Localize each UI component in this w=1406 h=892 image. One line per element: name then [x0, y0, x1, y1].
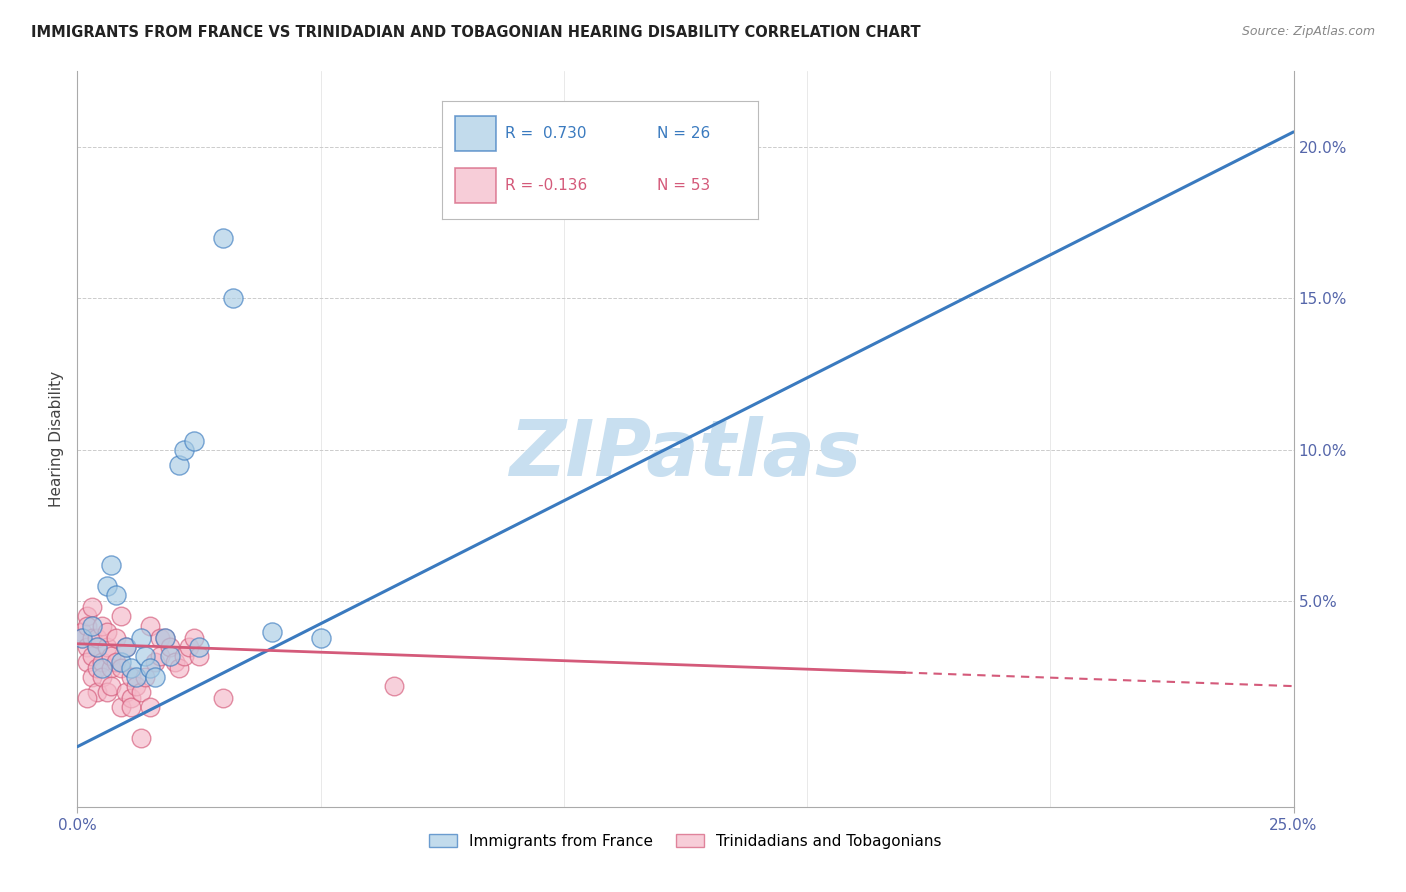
Point [100, 648, 122, 663]
Point [76, 691, 98, 706]
Point [163, 655, 186, 669]
Point [149, 648, 172, 663]
Point [80, 631, 103, 645]
Point [86, 661, 108, 675]
Point [86, 640, 108, 654]
Point [159, 648, 181, 663]
Point [80, 670, 103, 684]
Point [120, 670, 142, 684]
Point [100, 679, 122, 693]
Point [70, 631, 93, 645]
Point [153, 631, 176, 645]
Point [120, 700, 142, 714]
Text: ZIPatlas: ZIPatlas [509, 416, 862, 492]
Point [115, 640, 138, 654]
Point [139, 700, 162, 714]
Point [143, 670, 166, 684]
Point [159, 640, 181, 654]
Point [183, 631, 205, 645]
Point [96, 579, 118, 593]
Point [120, 691, 142, 706]
Point [86, 631, 108, 645]
Y-axis label: Hearing Disability: Hearing Disability [49, 371, 65, 508]
Point [173, 648, 195, 663]
Point [115, 640, 138, 654]
Point [110, 700, 132, 714]
Point [212, 691, 235, 706]
Point [134, 670, 156, 684]
Point [129, 685, 152, 699]
Point [86, 640, 108, 654]
Point [90, 670, 112, 684]
Point [90, 655, 112, 669]
Point [309, 631, 332, 645]
Point [110, 655, 132, 669]
Point [125, 679, 148, 693]
Point [602, 140, 624, 154]
Point [129, 731, 152, 745]
Point [96, 685, 118, 699]
Point [100, 558, 122, 572]
Text: IMMIGRANTS FROM FRANCE VS TRINIDADIAN AND TOBAGONIAN HEARING DISABILITY CORRELAT: IMMIGRANTS FROM FRANCE VS TRINIDADIAN AN… [31, 25, 921, 40]
Point [222, 292, 245, 306]
Text: Source: ZipAtlas.com: Source: ZipAtlas.com [1241, 25, 1375, 38]
Point [105, 631, 128, 645]
Point [76, 618, 98, 632]
Point [110, 661, 132, 675]
Point [169, 458, 191, 472]
Point [143, 655, 166, 669]
Point [80, 600, 103, 615]
Point [76, 640, 98, 654]
Point [105, 588, 128, 602]
Point [70, 624, 93, 639]
Point [382, 679, 405, 693]
Point [149, 631, 172, 645]
Point [90, 661, 112, 675]
Point [80, 648, 103, 663]
Point [153, 631, 176, 645]
Point [188, 640, 211, 654]
Point [139, 661, 162, 675]
Point [86, 685, 108, 699]
Point [183, 434, 205, 448]
Point [173, 442, 195, 457]
Point [80, 618, 103, 632]
Point [260, 624, 283, 639]
Point [212, 231, 235, 245]
Legend: Immigrants from France, Trinidadians and Tobagonians: Immigrants from France, Trinidadians and… [423, 828, 948, 855]
Point [115, 685, 138, 699]
Point [125, 670, 148, 684]
Point [105, 655, 128, 669]
Point [169, 661, 191, 675]
Point [179, 640, 201, 654]
Point [110, 609, 132, 624]
Point [120, 661, 142, 675]
Point [96, 640, 118, 654]
Point [129, 631, 152, 645]
Point [139, 618, 162, 632]
Point [76, 655, 98, 669]
Point [100, 661, 122, 675]
Point [188, 648, 211, 663]
Point [96, 624, 118, 639]
Point [70, 631, 93, 645]
Point [76, 609, 98, 624]
Point [90, 618, 112, 632]
Point [134, 648, 156, 663]
